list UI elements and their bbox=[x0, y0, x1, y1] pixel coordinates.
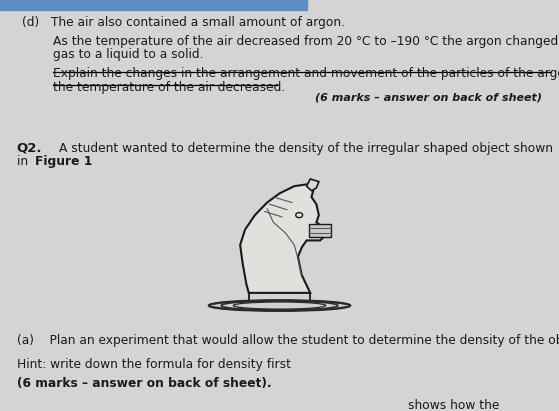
FancyBboxPatch shape bbox=[309, 224, 331, 237]
Text: (6 marks – answer on back of sheet): (6 marks – answer on back of sheet) bbox=[315, 92, 542, 102]
Ellipse shape bbox=[209, 301, 350, 310]
Text: Hint: write down the formula for density first: Hint: write down the formula for density… bbox=[17, 358, 291, 371]
Polygon shape bbox=[306, 179, 319, 191]
Text: (d)   The air also contained a small amount of argon.: (d) The air also contained a small amoun… bbox=[22, 16, 345, 30]
Text: As the temperature of the air decreased from 20 °C to –190 °C the argon changed : As the temperature of the air decreased … bbox=[53, 35, 559, 48]
Text: A student wanted to determine the density of the irregular shaped object shown: A student wanted to determine the densit… bbox=[59, 142, 553, 155]
Text: Explain the changes in the arrangement and movement of the particles of the argo: Explain the changes in the arrangement a… bbox=[53, 67, 559, 81]
Text: Q2.: Q2. bbox=[17, 142, 42, 155]
Polygon shape bbox=[240, 185, 325, 293]
Text: shows how the: shows how the bbox=[408, 399, 499, 411]
Text: in: in bbox=[17, 155, 32, 169]
Text: the temperature of the air decreased.: the temperature of the air decreased. bbox=[53, 81, 285, 94]
Text: (6 marks – answer on back of sheet).: (6 marks – answer on back of sheet). bbox=[17, 377, 272, 390]
Text: gas to a liquid to a solid.: gas to a liquid to a solid. bbox=[53, 48, 203, 62]
Bar bbox=[0, 0, 307, 10]
Text: (a)    Plan an experiment that would allow the student to determine the density : (a) Plan an experiment that would allow … bbox=[17, 334, 559, 347]
Text: Figure 1: Figure 1 bbox=[35, 155, 92, 169]
